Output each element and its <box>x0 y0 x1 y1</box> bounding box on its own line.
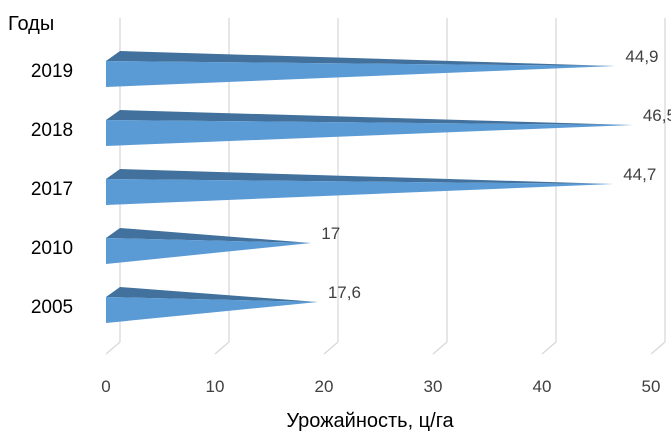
data-label: 44,9 <box>625 47 658 66</box>
bar <box>106 120 633 146</box>
category-label: 2018 <box>31 120 73 141</box>
category-label: 2005 <box>31 297 73 318</box>
data-label: 46,5 <box>643 106 671 125</box>
gridline-floor <box>105 341 121 355</box>
bar <box>106 238 312 264</box>
gridline-floor <box>432 341 448 355</box>
bar-top-face <box>106 51 616 66</box>
x-tick-label: 10 <box>206 377 225 396</box>
category-label: 2017 <box>31 179 73 200</box>
category-labels: 2005 2010 2017 2018 2019 <box>31 61 73 318</box>
x-tick-label: 40 <box>533 377 552 396</box>
x-tick-label: 20 <box>315 377 334 396</box>
bar <box>106 61 616 87</box>
gridline-floor <box>650 341 666 355</box>
gridline-floor <box>214 341 230 355</box>
y-axis-title: Годы <box>8 13 54 35</box>
bars <box>106 51 633 323</box>
x-axis-title: Урожайность, ц/га <box>286 410 454 432</box>
data-label: 17,6 <box>328 283 361 302</box>
category-label: 2010 <box>31 238 73 259</box>
bar-top-face <box>106 287 318 302</box>
bar <box>106 179 614 205</box>
data-labels: 17,6 17 44,7 46,5 44,9 <box>321 47 671 302</box>
x-tick-label: 30 <box>424 377 443 396</box>
category-label: 2019 <box>31 61 73 82</box>
x-tick-label: 0 <box>101 377 110 396</box>
bar <box>106 297 318 323</box>
x-tick-labels: 0 10 20 30 40 50 <box>101 377 660 396</box>
data-label: 17 <box>321 224 340 243</box>
gridline-floor <box>323 341 339 355</box>
x-tick-label: 50 <box>642 377 661 396</box>
data-label: 44,7 <box>623 165 656 184</box>
gridline-floor <box>541 341 557 355</box>
